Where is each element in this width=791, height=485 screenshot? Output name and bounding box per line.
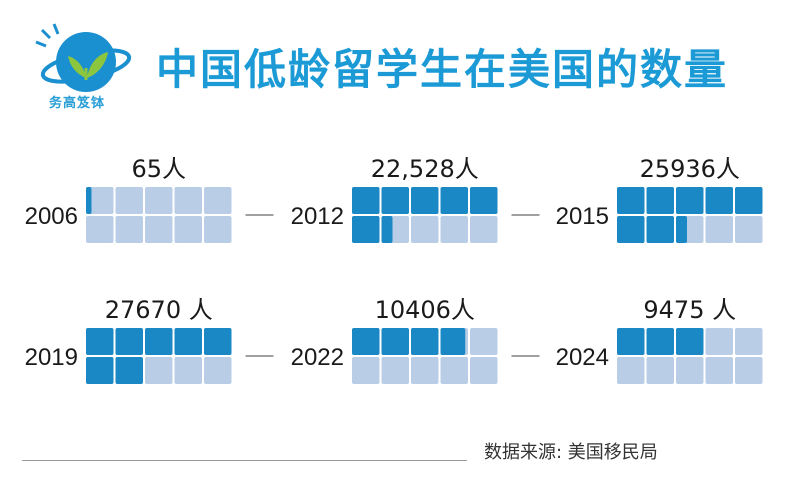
waffle-cell-fill [411,187,439,214]
waffle-cell-fill [115,328,143,355]
waffle-cell [470,216,498,243]
waffle-cell-fill [646,216,674,243]
waffle-cell [735,357,763,384]
waffle-cell-fill [646,328,674,355]
value-label: 10406人 [375,296,475,324]
year-label: 2019 [25,344,78,371]
waffle-cell-fill [676,216,687,243]
value-label: 27670 人 [105,296,213,324]
value-label: 22,528人 [371,155,479,183]
year-label: 2012 [291,203,344,230]
waffle-cell [145,216,173,243]
waffle-cell-fill [676,187,704,214]
waffle-cell [646,357,674,384]
waffle-cell [440,357,468,384]
waffle-cell [411,216,439,243]
source-divider [22,460,467,461]
waffle-cell-fill [705,187,733,214]
waffle-cell-fill [646,187,674,214]
logo-text: 务高笈钵 [48,96,105,111]
waffle-cell [86,216,114,243]
waffle-cell [440,216,468,243]
waffle-cell [617,357,645,384]
waffle-cell-fill [381,187,409,214]
waffle-cell [705,216,733,243]
waffle-cell-fill [617,216,645,243]
waffle-cell-fill [735,187,763,214]
value-label: 65人 [131,155,186,183]
waffle-cell [204,216,232,243]
page-title: 中国低龄留学生在美国的数量 [156,45,729,94]
waffle-cell [705,328,733,355]
waffle-cell-fill [145,328,173,355]
waffle-cell [174,357,202,384]
waffle-cell [174,216,202,243]
waffle-cell-fill [617,328,645,355]
waffle-cell [411,357,439,384]
waffle-cell [204,357,232,384]
waffle-cell-fill [204,328,232,355]
waffle-cell [381,357,409,384]
waffle-cell [115,216,143,243]
waffle-cell [204,187,232,214]
waffle-cell-fill [352,216,380,243]
waffle-cell [470,357,498,384]
waffle-cell [735,216,763,243]
waffle-cell [352,357,380,384]
sprout-logo-icon [35,23,132,92]
waffle-cell-fill [86,328,114,355]
year-label: 2015 [556,203,609,230]
waffle-cell-fill [352,187,380,214]
waffle-cell [470,328,498,355]
waffle-cell [735,328,763,355]
waffle-cell-fill [86,187,92,214]
waffle-cell-fill [381,216,393,243]
waffle-cell [145,357,173,384]
waffle-cell [86,187,114,214]
value-label: 9475 人 [643,296,736,324]
year-label: 2024 [556,344,609,371]
waffle-cell [174,187,202,214]
waffle-cell-fill [86,357,114,384]
waffle-cell [705,357,733,384]
waffle-cell-fill [440,328,466,355]
waffle-cell-fill [411,328,439,355]
waffle-cell-fill [676,328,704,355]
waffle-cell-fill [381,328,409,355]
waffle-cell-fill [352,328,380,355]
waffle-cell-fill [440,187,468,214]
waffle-cell-fill [470,187,498,214]
waffle-cell [145,187,173,214]
waffle-cell-fill [617,187,645,214]
waffle-cell-fill [174,328,202,355]
year-label: 2006 [25,203,78,230]
waffle-cell [676,357,704,384]
waffle-cell [115,187,143,214]
value-label: 25936人 [640,155,740,183]
source-text: 数据来源: 美国移民局 [484,442,658,463]
waffle-cell-fill [115,357,143,384]
year-label: 2022 [291,344,344,371]
